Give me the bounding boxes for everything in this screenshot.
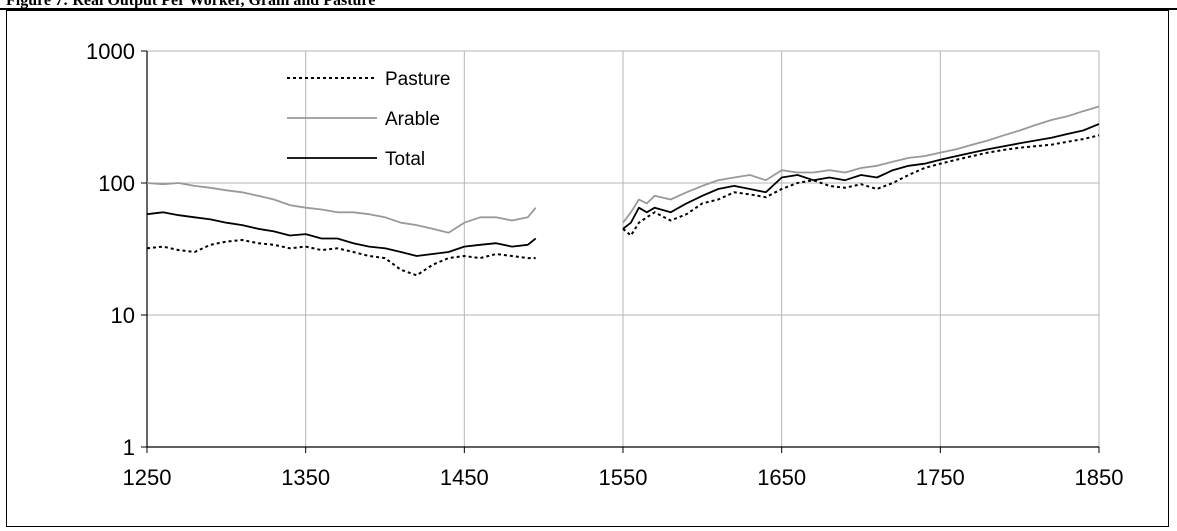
x-tick-label: 1650	[757, 465, 806, 490]
grid-lines	[147, 50, 1100, 447]
y-tick-label: 10	[111, 303, 135, 328]
series-line-pasture	[146, 134, 1100, 277]
caption-rule	[0, 8, 1177, 10]
series-layer	[146, 105, 1100, 277]
tick-labels: 1 10 100 1000 1250 1350 1450 1550 1650 1750 1850	[86, 39, 1123, 490]
series-line-total	[146, 123, 1100, 257]
x-tick-label: 1250	[123, 465, 172, 490]
legend-label-arable: Arable	[385, 109, 440, 130]
x-tick-label: 1750	[916, 465, 965, 490]
chart-frame: 1 10 100 1000 1250 1350 1450 1550 1650 1750 1850 P…	[6, 10, 1169, 527]
legend-label-total: Total	[385, 149, 425, 170]
line-chart: 1 10 100 1000 1250 1350 1450 1550 1650 1750 1850 P…	[86, 39, 1123, 490]
series-line-arable	[146, 105, 1100, 234]
x-tick-label: 1850	[1075, 465, 1124, 490]
x-tick-label: 1550	[599, 465, 648, 490]
legend: Pasture Arable Total	[287, 69, 450, 170]
y-tick-label: 100	[98, 171, 135, 196]
axes	[141, 50, 1100, 453]
y-tick-label: 1	[123, 435, 135, 460]
x-tick-label: 1450	[440, 465, 489, 490]
y-tick-label: 1000	[86, 39, 135, 64]
legend-label-pasture: Pasture	[385, 69, 450, 90]
x-tick-label: 1350	[281, 465, 330, 490]
figure-caption: Figure 7: Real Output Per Worker, Grain …	[6, 0, 376, 9]
